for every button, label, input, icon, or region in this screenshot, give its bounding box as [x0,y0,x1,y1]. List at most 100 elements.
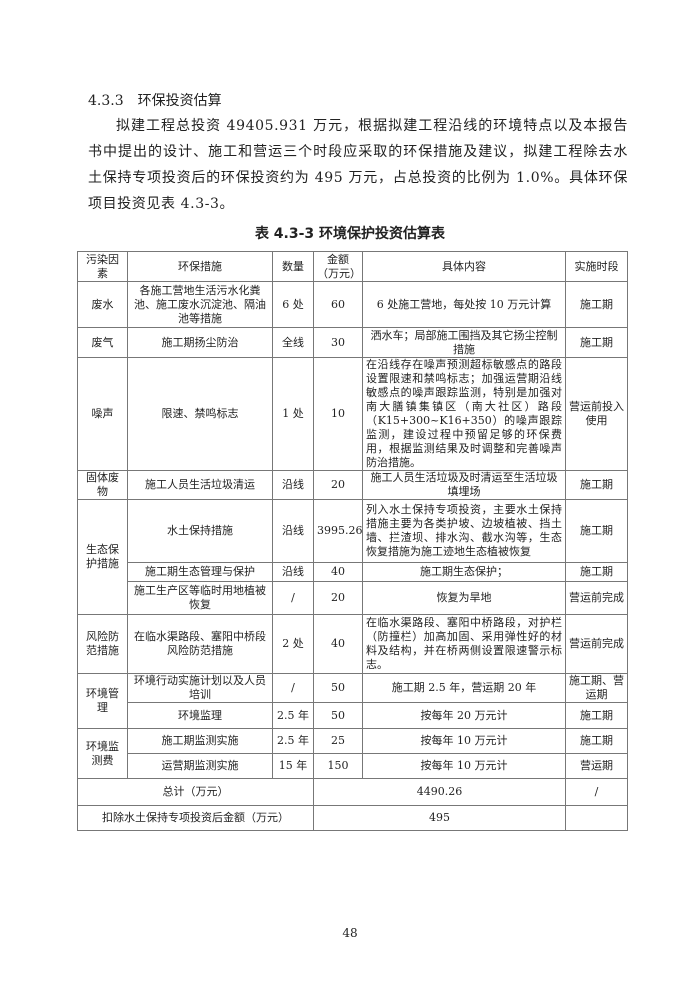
quantity-cell: 15 年 [272,753,314,779]
period-cell: 施工期 [565,470,628,500]
table-row: 废气 施工期扬尘防治 全线 30 洒水车；局部施工围挡及其它扬尘控制措施 施工期 [77,327,628,358]
category-cell: 风险防范措施 [77,614,128,674]
amount-cell: 10 [313,357,363,471]
section-number: 4.3.3 [88,93,124,109]
measure-cell: 环境监理 [127,702,273,729]
quantity-cell: 2.5 年 [272,702,314,729]
net-label: 扣除水土保持专项投资后金额（万元） [77,805,314,831]
column-header: 实施时段 [565,251,628,282]
period-cell: 营运前完成 [565,614,628,674]
total-row: 总计（万元） 4490.26/ [77,778,628,806]
table-row: 施工期生态管理与保护 沿线 40 施工期生态保护； 施工期 [78,562,628,582]
quantity-cell: / [272,673,314,703]
amount-cell: 150 [313,753,363,779]
content-cell: 按每年 10 万元计 [362,728,566,754]
content-cell: 施工人员生活垃圾及时清运至生活垃圾填埋场 [362,470,566,500]
category-cell: 废水 [77,281,128,328]
column-header: 环保措施 [127,251,273,282]
amount-cell: 3995.26 [313,499,363,563]
quantity-cell: 沿线 [272,562,314,582]
measure-cell: 在临水渠路段、塞阳中桥段风险防范措施 [127,614,273,674]
amount-cell: 20 [313,581,363,615]
total-period: / [565,778,628,806]
amount-cell: 40 [313,562,363,582]
amount-cell: 25 [313,728,363,754]
measure-cell: 限速、禁鸣标志 [127,357,273,471]
category-cell: 废气 [77,327,128,358]
measure-cell: 施工期监测实施 [127,728,273,754]
content-cell: 洒水车；局部施工围挡及其它扬尘控制措施 [362,327,566,358]
table-row: 环境管理 环境行动实施计划以及人员培训/50 施工期 2.5 年，营运期 20 年施… [77,673,628,729]
period-cell: 施工期 [565,499,628,563]
quantity-cell: / [272,581,314,615]
period-cell: 施工期 [565,702,628,729]
period-cell: 施工期、营运期 [565,673,628,703]
period-cell: 施工期 [565,728,628,754]
quantity-cell: 沿线 [272,470,314,500]
body-paragraph: 拟建工程总投资 49405.931 万元，根据拟建工程沿线的环境特点以及本报告书… [88,118,628,212]
column-header: 金额（万元） [313,251,363,282]
content-cell: 列入水土保持专项投资，主要水土保持措施主要为各类护坡、边坡植被、挡土墙、拦渣坝、… [362,499,566,563]
quantity-cell: 2 处 [272,614,314,674]
period-cell: 营运期 [565,753,628,779]
category-cell: 噪声 [77,357,128,471]
amount-cell: 30 [313,327,363,358]
category-cell: 固体废物 [77,470,128,500]
content-cell: 按每年 20 万元计 [362,702,566,729]
column-header: 污染因素 [77,251,128,282]
measure-cell: 施工期生态管理与保护 [127,562,273,582]
content-cell: 按每年 10 万元计 [362,753,566,779]
period-cell: 营运前完成 [565,581,628,615]
net-period [565,805,628,831]
category-cell: 环境管理 [77,673,128,729]
content-cell: 在临水渠路段、塞阳中桥路段，对护栏（防撞栏）加高加固、采用弹性好的材料及结构，并… [362,614,566,674]
measure-cell: 施工期扬尘防治 [127,327,273,358]
quantity-cell: 全线 [272,327,314,358]
table-caption: 表 4.3-3 环境保护投资估算表 [254,226,446,242]
content-cell: 在沿线存在噪声预测超标敏感点的路段设置限速和禁鸣标志；加强运营期沿线敏感点的噪声… [362,357,566,471]
amount-cell: 50 [313,673,363,703]
period-cell: 施工期 [565,281,628,328]
column-header: 数量 [272,251,314,282]
amount-cell: 60 [313,281,363,328]
measure-cell: 水土保持措施 [127,499,273,563]
table-row: 环境监测费 施工期监测实施 2.5 年 25 按每年 10 万元计 施工期 [77,728,628,779]
quantity-cell: 2.5 年 [272,728,314,754]
quantity-cell: 6 处 [272,281,314,328]
net-value: 495 [313,805,566,831]
total-value: 4490.26 [313,778,566,806]
amount-cell: 50 [313,702,363,729]
quantity-cell: 沿线 [272,499,314,563]
column-header: 具体内容 [362,251,566,282]
table-row: 生态保护措施 水土保持措施 沿线 3995.26 列入水土保持专项投资，主要水土保持措施… [77,499,628,615]
table-row: 噪声 限速、禁鸣标志 1 处 10 在沿线存在噪声预测超标敏感点的路段设置限速和禁鸣标志… [77,357,628,471]
section-title: 环保投资估算 [137,93,222,109]
measure-cell: 运营期监测实施 [127,753,273,779]
content-cell: 施工期生态保护； [362,562,566,582]
content-cell: 恢复为旱地 [362,581,566,615]
amount-cell: 40 [313,614,363,674]
measure-cell: 环境行动实施计划以及人员培训 [127,673,273,703]
period-cell: 施工期 [565,562,628,582]
net-row: 扣除水土保持专项投资后金额（万元） 495 [77,805,628,831]
quantity-cell: 1 处 [272,357,314,471]
period-cell: 施工期 [565,327,628,358]
measure-cell: 施工人员生活垃圾清运 [127,470,273,500]
period-cell: 营运前投入使用 [565,357,628,471]
table-row: 环境监理 2.5 年 50 按每年 20 万元计 施工期 [78,702,628,729]
table-row: 风险防范措施 在临水渠路段、塞阳中桥段风险防范措施 2 处 40 在临水渠路段、塞阳中桥… [77,614,628,674]
page-number: 48 [342,926,358,940]
table-row: 施工生产区等临时用地植被恢复/20 恢复为旱地 营运前完成 [78,581,628,615]
category-cell: 生态保护措施 [77,499,128,615]
total-label: 总计（万元） [77,778,314,806]
table-row: 运营期监测实施 15 年 150 按每年 10 万元计 营运期 [78,753,628,779]
table-row: 固体废物 施工人员生活垃圾清运 沿线 20 施工人员生活垃圾及时清运至生活垃圾填埋场 施工… [77,470,628,500]
content-cell: 6 处施工营地，每处按 10 万元计算 [362,281,566,328]
investment-table: 污染因素 环保措施 数量 金额（万元） 具体内容 实施时段 废水 各施工营地生活污水化粪池、施… [77,251,628,831]
table-header-row: 污染因素 环保措施 数量 金额（万元） 具体内容 实施时段 [77,251,628,282]
section-heading: 4.3.3 环保投资估算 [88,90,222,110]
category-cell: 环境监测费 [77,728,128,779]
amount-cell: 20 [313,470,363,500]
table-row: 废水 各施工营地生活污水化粪池、施工废水沉淀池、隔油池等措施 6 处 60 6 处施工营… [77,281,628,328]
measure-cell: 施工生产区等临时用地植被恢复 [127,581,273,615]
